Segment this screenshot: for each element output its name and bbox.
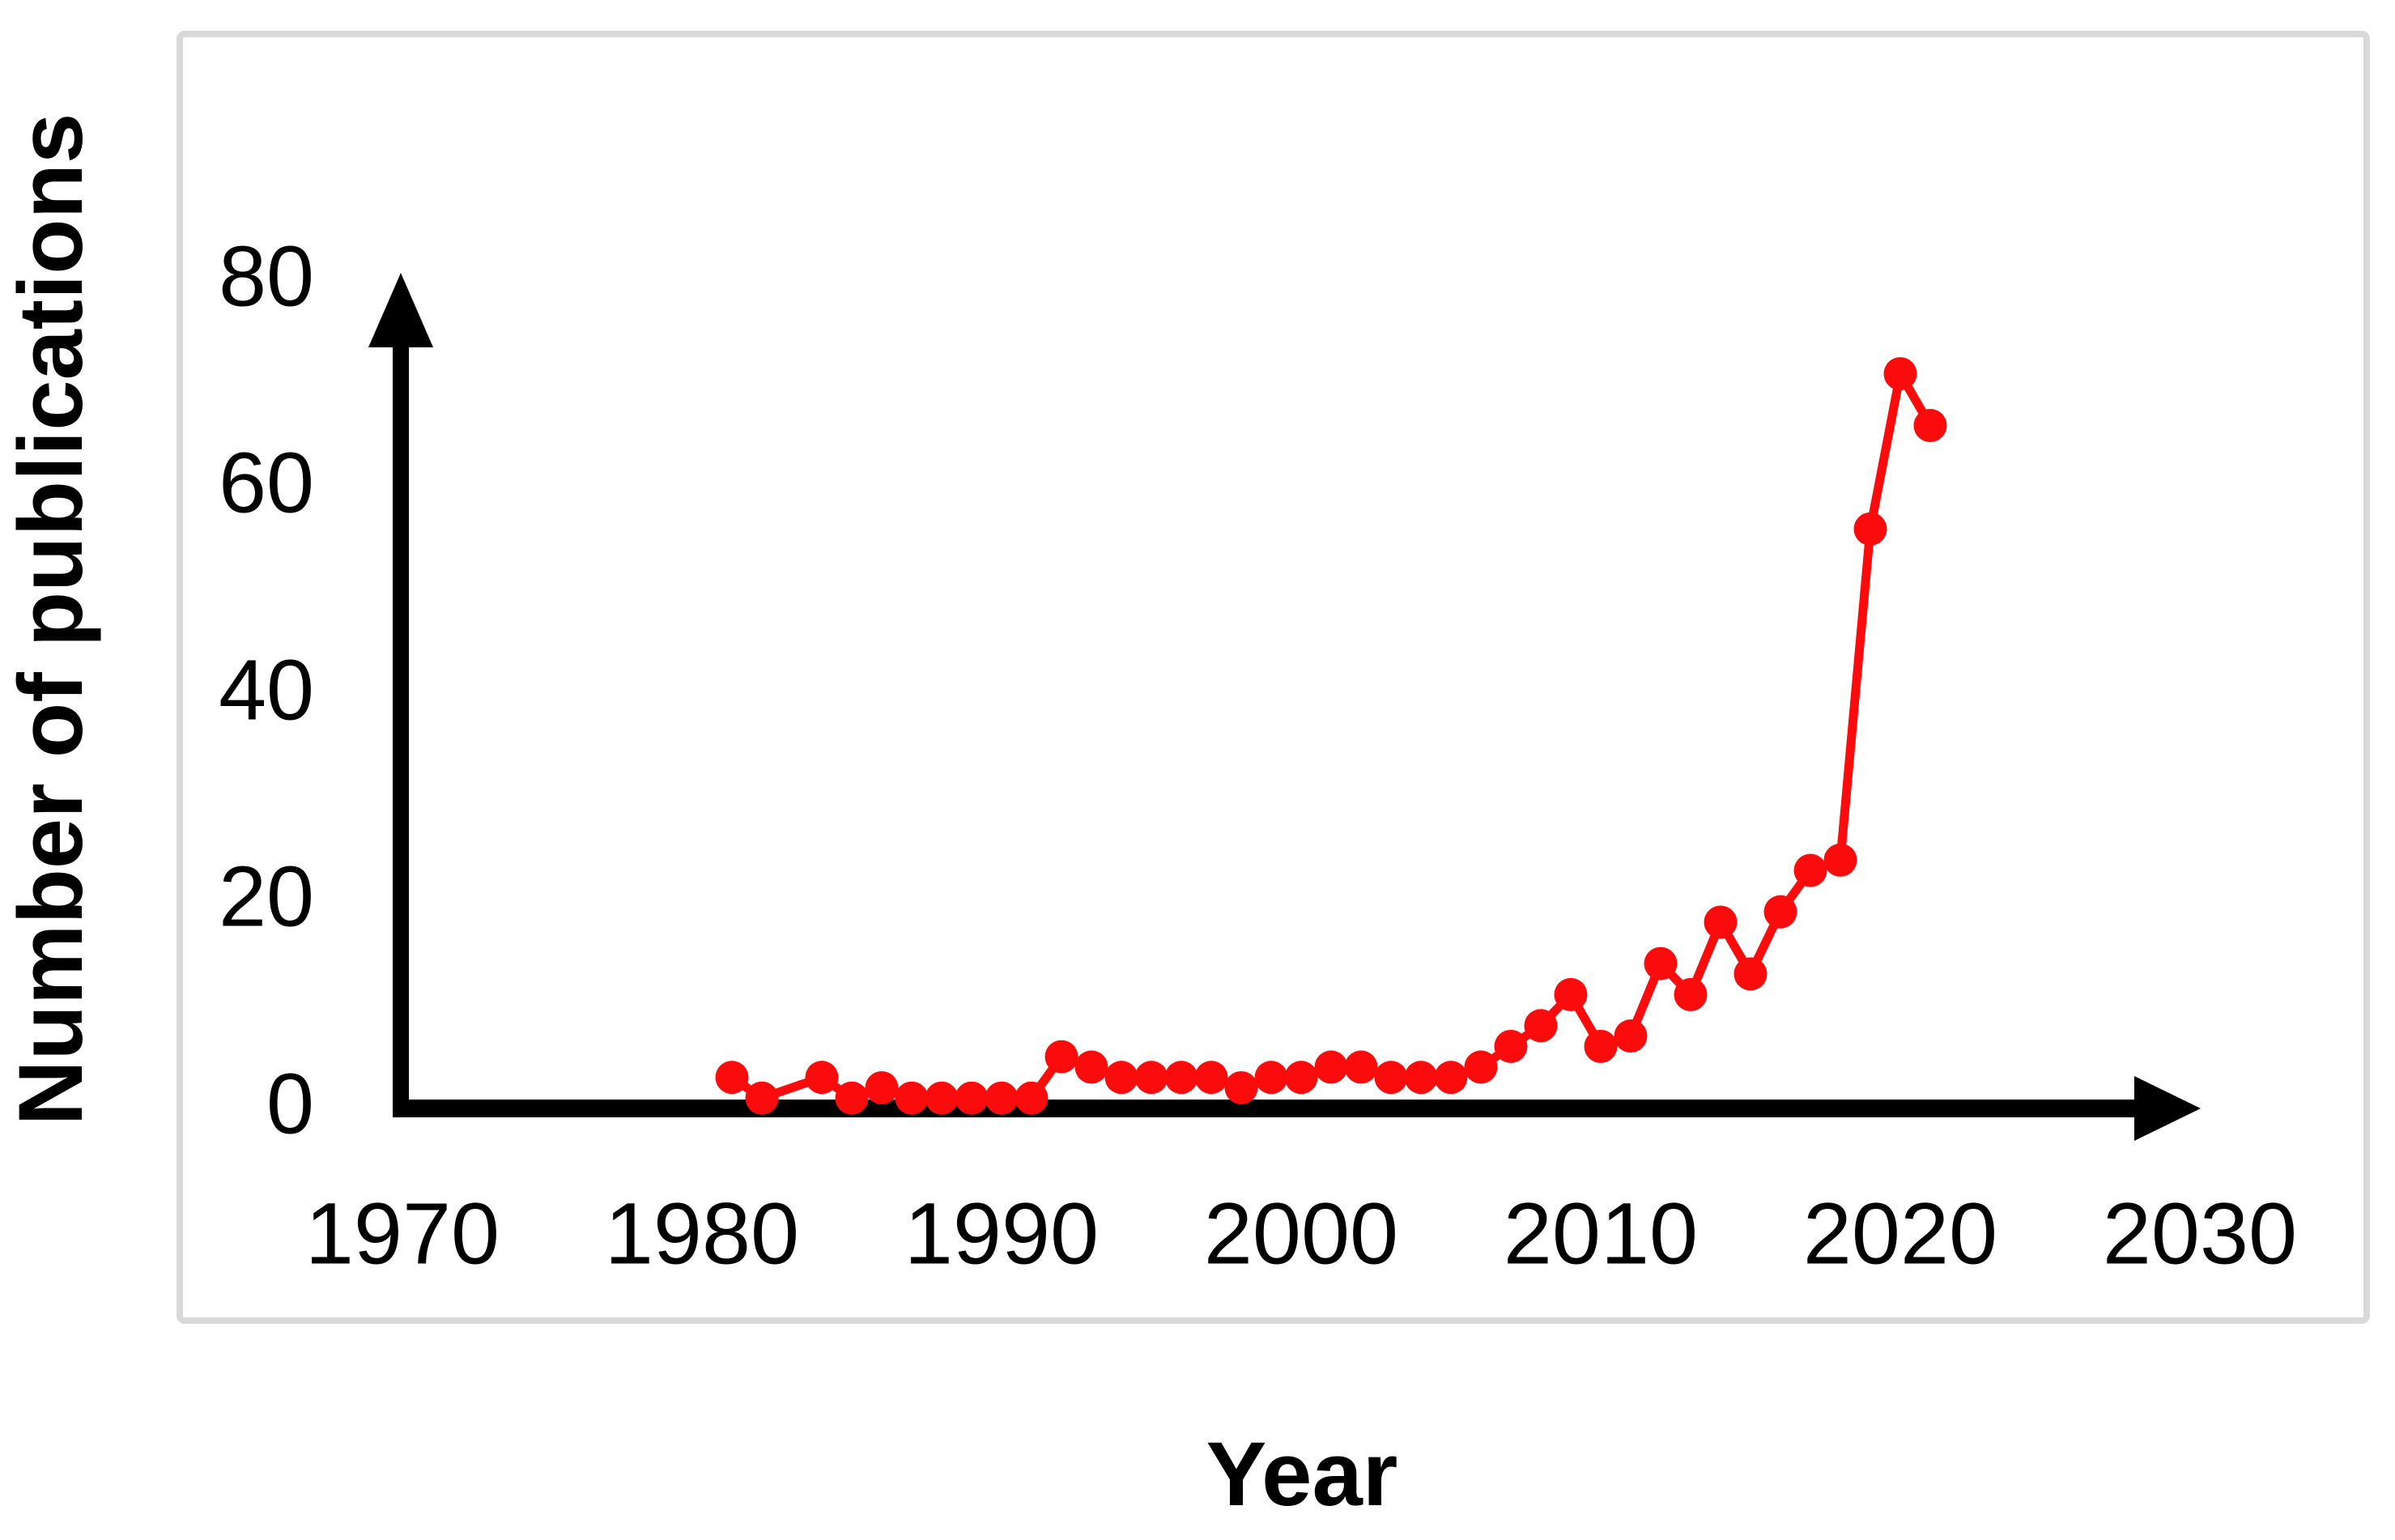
- data-point: [1404, 1061, 1438, 1095]
- y-axis-arrowhead: [368, 273, 433, 347]
- data-point: [1674, 977, 1708, 1011]
- data-point: [1344, 1050, 1378, 1084]
- data-point: [1194, 1061, 1228, 1095]
- y-axis-title: Number of publications: [0, 113, 101, 1126]
- data-point: [1494, 1029, 1528, 1063]
- x-axis-arrowhead: [2134, 1076, 2201, 1141]
- x-tick-label: 2020: [1802, 1184, 1998, 1283]
- data-point: [1853, 512, 1887, 546]
- x-tick-label: 2030: [2102, 1184, 2298, 1283]
- x-tick-label: 1990: [904, 1184, 1100, 1283]
- x-tick-label: 1970: [304, 1184, 500, 1283]
- data-point: [1314, 1050, 1348, 1084]
- data-point: [1374, 1061, 1408, 1095]
- data-point: [835, 1081, 869, 1115]
- data-point: [1044, 1040, 1078, 1074]
- data-point: [1644, 947, 1678, 981]
- data-point: [1434, 1061, 1468, 1095]
- data-point: [1164, 1061, 1198, 1095]
- x-tick-label: 2000: [1203, 1184, 1399, 1283]
- data-point: [1104, 1061, 1138, 1095]
- data-point: [1224, 1070, 1258, 1104]
- y-tick-label: 80: [219, 228, 314, 325]
- data-point: [1254, 1061, 1288, 1095]
- data-point: [925, 1081, 959, 1115]
- y-tick-label: 0: [266, 1056, 314, 1152]
- data-point: [1793, 853, 1827, 887]
- data-point: [1883, 357, 1917, 391]
- data-point: [955, 1081, 989, 1115]
- data-point: [1614, 1019, 1648, 1053]
- data-point: [1134, 1061, 1168, 1095]
- data-point: [1704, 905, 1738, 939]
- data-point: [1734, 957, 1768, 991]
- data-point: [1464, 1050, 1498, 1084]
- x-axis-title: Year: [1206, 1423, 1398, 1525]
- y-tick-label: 40: [219, 642, 314, 738]
- data-point: [1763, 895, 1797, 929]
- data-point: [1554, 977, 1588, 1011]
- data-point: [865, 1070, 899, 1104]
- data-point: [985, 1081, 1019, 1115]
- data-point: [1823, 843, 1857, 877]
- x-tick-label: 2010: [1503, 1184, 1699, 1283]
- data-point: [805, 1061, 839, 1095]
- data-point: [1584, 1029, 1618, 1063]
- data-point: [1524, 1009, 1558, 1043]
- data-point: [745, 1081, 779, 1115]
- y-tick-label: 60: [219, 435, 314, 531]
- data-point: [715, 1061, 749, 1095]
- data-point: [1015, 1081, 1049, 1115]
- data-point: [895, 1081, 929, 1115]
- data-point: [1074, 1050, 1108, 1084]
- data-point: [1284, 1061, 1318, 1095]
- x-tick-label: 1980: [604, 1184, 800, 1283]
- data-point: [1913, 409, 1947, 443]
- y-tick-label: 20: [219, 849, 314, 946]
